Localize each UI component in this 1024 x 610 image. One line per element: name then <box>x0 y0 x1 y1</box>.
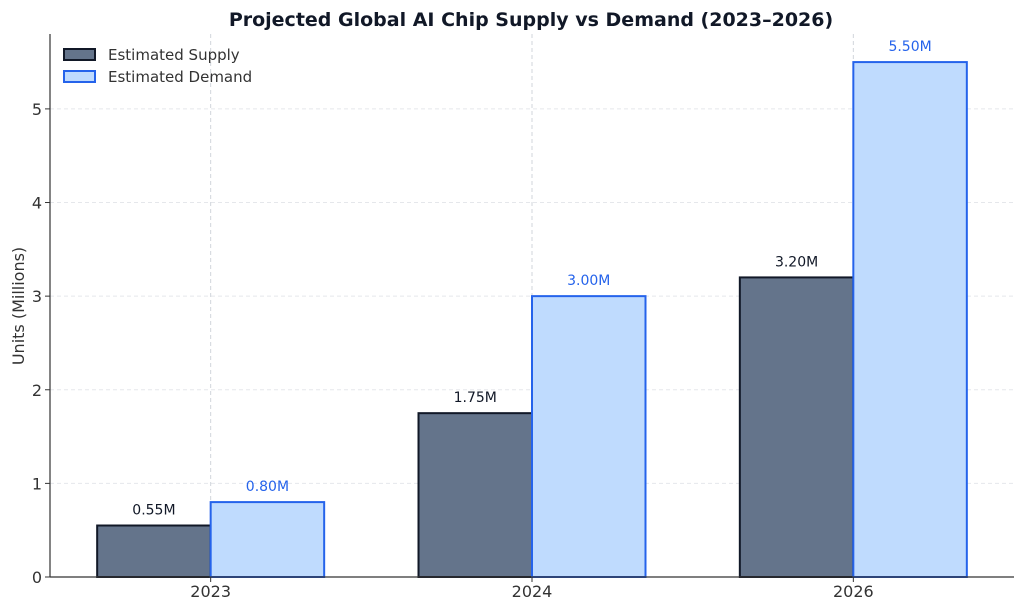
x-tick-label: 2023 <box>190 582 231 601</box>
demand-bar-2024 <box>531 295 647 578</box>
supply-value-label: 3.20M <box>775 254 818 270</box>
bars <box>96 61 968 579</box>
supply-value-label: 1.75M <box>454 390 497 406</box>
supply-bar-2026 <box>738 276 855 578</box>
legend-label-supply: Estimated Supply <box>108 46 240 64</box>
y-tick-label: 3 <box>32 287 42 306</box>
demand-bar-2026 <box>852 61 968 579</box>
supply-bar-2023 <box>96 524 212 578</box>
legend-swatch-supply <box>63 48 96 61</box>
y-tick-label: 2 <box>32 381 42 400</box>
supply-bar-2024 <box>417 412 533 578</box>
axes: 0 1 2 3 4 5 2023 2024 2026 <box>32 34 1014 601</box>
legend-label-demand: Estimated Demand <box>108 68 252 86</box>
legend: Estimated Supply Estimated Demand <box>63 46 252 86</box>
data-labels: 0.55M 1.75M 3.20M 0.80M 3.00M 5.50M <box>132 39 931 518</box>
y-axis-label: Units (Millions) <box>9 247 28 365</box>
y-tick-label: 0 <box>32 568 42 587</box>
supply-value-label: 0.55M <box>132 503 175 519</box>
demand-value-label: 0.80M <box>246 479 289 495</box>
demand-value-label: 3.00M <box>567 273 610 289</box>
legend-swatch-demand <box>63 70 96 83</box>
y-tick-label: 4 <box>32 194 42 213</box>
demand-bar-2023 <box>209 501 326 579</box>
y-tick-label: 1 <box>32 474 42 493</box>
demand-value-label: 5.50M <box>888 39 931 55</box>
x-tick-label: 2026 <box>833 582 874 601</box>
y-tick-label: 5 <box>32 100 42 119</box>
x-tick-label: 2024 <box>512 582 553 601</box>
chart-title: Projected Global AI Chip Supply vs Deman… <box>229 9 833 31</box>
